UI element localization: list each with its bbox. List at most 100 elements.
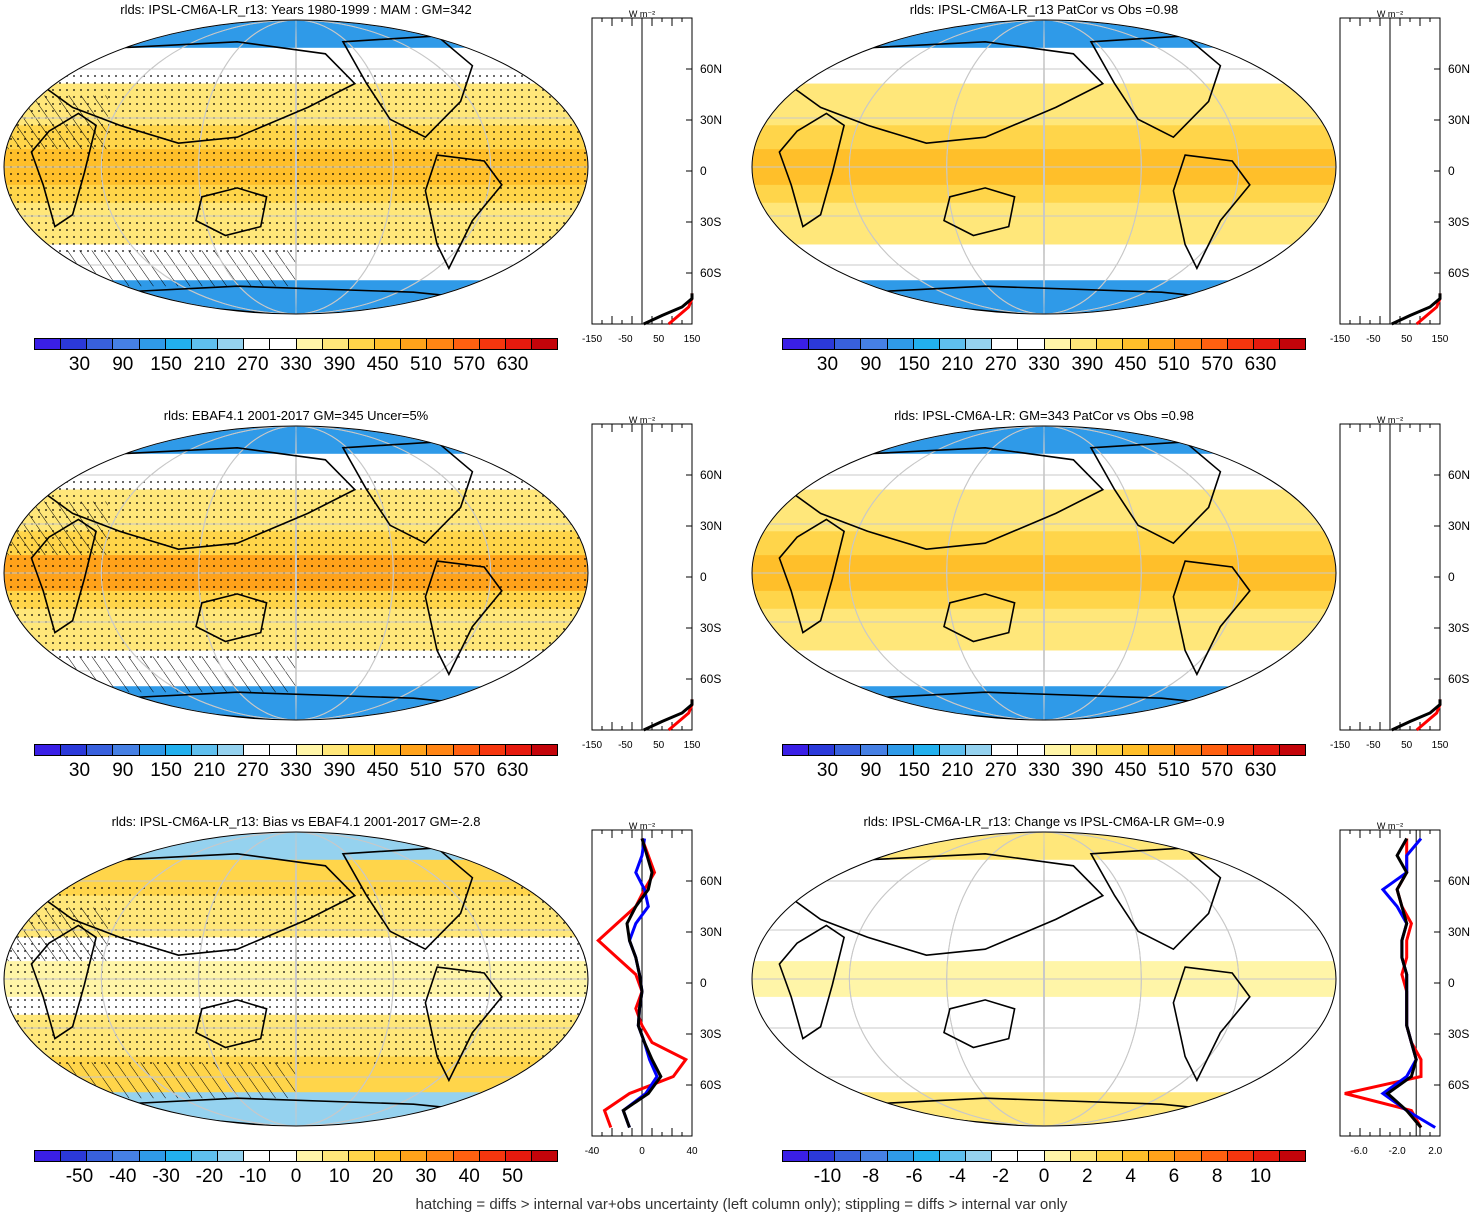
colorbar-swatch	[87, 1151, 114, 1161]
colorbar-tick-label: 330	[1028, 760, 1060, 781]
profile-x-label: 150	[684, 740, 701, 751]
colorbar-swatch	[1201, 1151, 1228, 1161]
colorbar-tick-label: -6	[905, 1166, 923, 1187]
colorbar-tick-label: 30	[415, 1166, 437, 1187]
profile-x-label: -40	[585, 1146, 600, 1157]
colorbar-swatch	[1149, 1151, 1176, 1161]
graticule-meridian	[848, 20, 1240, 314]
colorbar-tick-label: 270	[984, 760, 1017, 781]
colorbar-tick-label: 150	[898, 354, 930, 375]
profile-lat-label: 0	[1448, 570, 1455, 584]
colorbar-swatch	[1096, 1151, 1124, 1161]
colorbar-tick-label: 390	[323, 760, 356, 781]
graticule-meridian	[1043, 832, 1045, 1126]
colorbar	[782, 744, 1306, 756]
profile-lat-label: 60S	[700, 1078, 721, 1092]
colorbar-tick-label: -40	[109, 1166, 137, 1187]
profile-lat-label: 60N	[700, 468, 722, 482]
colorbar-swatch	[191, 339, 219, 349]
colorbar-tick-label: -10	[238, 1166, 267, 1187]
colorbar-swatch	[1175, 1151, 1202, 1161]
profile-lat-label: 30N	[1448, 519, 1470, 533]
colorbar-swatch	[479, 745, 506, 755]
colorbar-swatch	[966, 339, 993, 349]
profile-lat-label: 60S	[700, 672, 721, 686]
colorbar-tick-label: -10	[813, 1166, 842, 1187]
panel-title: rlds: IPSL-CM6A-LR_r13: Change vs IPSL-C…	[863, 814, 1225, 829]
colorbar-tick-label: -30	[152, 1166, 180, 1187]
colorbar-tick-label: 30	[68, 354, 91, 375]
colorbar-swatch	[1070, 339, 1097, 349]
colorbar-swatch	[453, 745, 480, 755]
profile-x-label: -150	[582, 740, 602, 751]
panel-title: rlds: IPSL-CM6A-LR: GM=343 PatCor vs Obs…	[894, 408, 1194, 423]
colorbar-swatch	[531, 339, 558, 349]
map-border	[3, 425, 589, 721]
colorbar-swatch	[835, 339, 862, 349]
profile-line-model	[1385, 837, 1423, 1129]
colorbar-swatch	[322, 745, 349, 755]
colorbar-swatch	[1227, 1151, 1254, 1161]
profile-lat-label: 30S	[700, 215, 721, 229]
colorbar-swatch	[244, 1151, 271, 1161]
colorbar-tick-label: 390	[1071, 760, 1104, 781]
colorbar-swatch	[165, 339, 192, 349]
colorbar-tick-label: 8	[1211, 1166, 1223, 1187]
colorbar-swatch	[401, 745, 428, 755]
profile-lat-label: 30N	[1448, 113, 1470, 127]
profile-lat-label: 30N	[700, 113, 722, 127]
colorbar-swatch	[505, 745, 532, 755]
colorbar-swatch	[1253, 339, 1280, 349]
map-border	[3, 19, 589, 315]
map	[751, 425, 1337, 721]
colorbar-labels: -10 -8 -6 -4 -2 0 2 4 6 8 10	[782, 1166, 1306, 1188]
profile-x-label: 0	[639, 1146, 645, 1157]
colorbar-swatch	[1044, 745, 1071, 755]
colorbar-swatch	[35, 1151, 62, 1161]
colorbar-swatch	[1227, 339, 1254, 349]
colorbar-labels: 30 90 150 210 270 330 390 450 510 570 630	[782, 760, 1306, 782]
profile-lat-label: 30S	[700, 621, 721, 635]
panel-title: rlds: IPSL-CM6A-LR_r13 PatCor vs Obs =0.…	[909, 2, 1179, 17]
colorbar-swatch	[61, 339, 88, 349]
colorbar-swatch	[1096, 339, 1124, 349]
colorbar-swatch	[939, 339, 967, 349]
colorbar-swatch	[1149, 745, 1176, 755]
colorbar-swatch	[113, 1151, 140, 1161]
colorbar-swatch	[1018, 745, 1045, 755]
colorbar-swatch	[939, 1151, 967, 1161]
profile-lat-label: 30N	[700, 925, 722, 939]
map	[3, 831, 589, 1127]
colorbar-swatch	[861, 1151, 888, 1161]
colorbar-labels: -50 -40 -30 -20 -10 0 10 20 30 40 50	[34, 1166, 558, 1188]
colorbar-swatch	[835, 745, 862, 755]
colorbar-swatch	[244, 745, 271, 755]
colorbar-tick-label: 330	[280, 354, 312, 375]
colorbar-swatch	[375, 745, 402, 755]
colorbar-swatch	[1149, 339, 1176, 349]
colorbar-swatch	[348, 1151, 376, 1161]
profile-x-label: -50	[1366, 334, 1381, 345]
colorbar-tick-label: 150	[898, 760, 930, 781]
colorbar-swatch	[1253, 745, 1280, 755]
profile-x-label: -50	[618, 334, 633, 345]
graticule-meridian	[946, 426, 1142, 720]
graticule-meridian	[946, 20, 1142, 314]
colorbar-tick-label: 4	[1125, 1166, 1136, 1187]
colorbar-swatch	[861, 745, 888, 755]
coastline-namerica	[1089, 35, 1222, 139]
coastline-australia	[943, 999, 1016, 1049]
profile-x-label: -6.0	[1350, 1146, 1368, 1157]
coastline-africa	[778, 518, 846, 634]
graticule-meridian	[198, 832, 394, 1126]
colorbar-tick-label: 270	[236, 760, 269, 781]
profile-lat-label: 60N	[700, 874, 722, 888]
graticule-meridian	[100, 426, 492, 720]
profile-lat-label: 60N	[700, 62, 722, 76]
coastline-samerica	[1172, 966, 1251, 1083]
colorbar-tick-label: 630	[496, 354, 529, 375]
colorbar-swatch	[1201, 745, 1228, 755]
colorbar-tick-label: 450	[366, 760, 399, 781]
graticule-meridian	[1043, 20, 1045, 314]
colorbar-tick-label: 150	[150, 760, 182, 781]
